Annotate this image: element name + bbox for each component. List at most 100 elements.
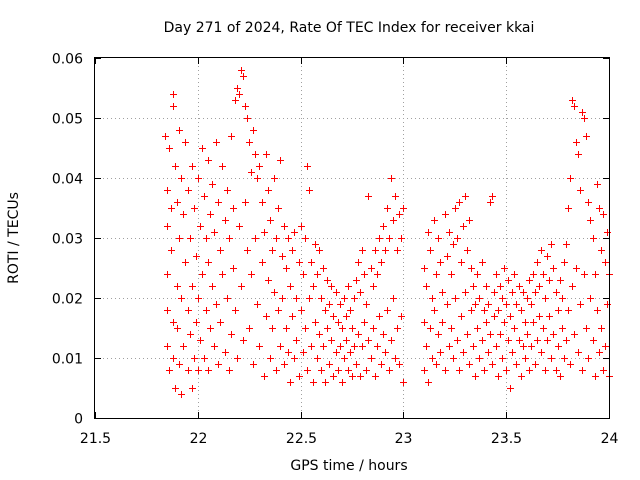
data-point bbox=[555, 307, 562, 314]
data-point bbox=[261, 229, 268, 236]
data-point bbox=[185, 367, 192, 374]
data-point bbox=[363, 367, 370, 374]
x-tick-label: 22 bbox=[190, 431, 208, 447]
data-point bbox=[446, 343, 453, 350]
data-point bbox=[291, 355, 298, 362]
data-point bbox=[590, 337, 597, 344]
data-point bbox=[300, 271, 307, 278]
data-point bbox=[470, 283, 477, 290]
data-point bbox=[302, 325, 309, 332]
data-point bbox=[273, 235, 280, 242]
data-point bbox=[466, 361, 473, 368]
data-point bbox=[567, 361, 574, 368]
data-point bbox=[234, 85, 241, 92]
data-point bbox=[427, 325, 434, 332]
data-point bbox=[600, 367, 607, 374]
data-point bbox=[489, 193, 496, 200]
data-point bbox=[226, 367, 233, 374]
data-point bbox=[368, 265, 375, 272]
data-point bbox=[174, 325, 181, 332]
data-point bbox=[170, 319, 177, 326]
plot-frame bbox=[94, 57, 610, 419]
data-point bbox=[180, 211, 187, 218]
data-point bbox=[349, 325, 356, 332]
data-point bbox=[178, 391, 185, 398]
data-point bbox=[396, 211, 403, 218]
data-point bbox=[458, 259, 465, 266]
x-tick-label: 22.5 bbox=[286, 431, 317, 447]
data-point bbox=[583, 133, 590, 140]
data-point bbox=[228, 133, 235, 140]
data-point bbox=[370, 283, 377, 290]
data-point bbox=[577, 187, 584, 194]
data-point bbox=[205, 259, 212, 266]
data-point bbox=[316, 331, 323, 338]
data-point bbox=[187, 235, 194, 242]
data-point bbox=[166, 145, 173, 152]
data-point bbox=[458, 313, 465, 320]
data-point bbox=[374, 343, 381, 350]
data-point bbox=[476, 295, 483, 302]
data-point bbox=[429, 355, 436, 362]
data-point bbox=[571, 103, 578, 110]
data-point bbox=[524, 295, 531, 302]
data-point bbox=[219, 163, 226, 170]
data-point bbox=[530, 271, 537, 278]
data-point bbox=[164, 223, 171, 230]
data-point bbox=[246, 139, 253, 146]
data-point bbox=[213, 139, 220, 146]
y-tick-label: 0.05 bbox=[52, 112, 83, 128]
data-point bbox=[275, 205, 282, 212]
data-point bbox=[267, 217, 274, 224]
data-point bbox=[495, 373, 502, 380]
data-point bbox=[259, 259, 266, 266]
data-point bbox=[222, 217, 229, 224]
data-point bbox=[495, 307, 502, 314]
data-point bbox=[479, 259, 486, 266]
data-point bbox=[398, 313, 405, 320]
data-point bbox=[355, 259, 362, 266]
data-point bbox=[343, 313, 350, 320]
data-point bbox=[370, 325, 377, 332]
y-tick-label: 0.02 bbox=[52, 292, 83, 308]
data-point bbox=[497, 331, 504, 338]
data-point bbox=[298, 307, 305, 314]
data-point bbox=[324, 277, 331, 284]
data-point bbox=[195, 175, 202, 182]
data-point bbox=[238, 283, 245, 290]
data-point bbox=[516, 337, 523, 344]
data-point bbox=[429, 295, 436, 302]
data-point bbox=[474, 325, 481, 332]
data-point bbox=[361, 271, 368, 278]
data-point bbox=[174, 199, 181, 206]
data-point bbox=[215, 361, 222, 368]
data-point bbox=[277, 157, 284, 164]
data-point bbox=[427, 247, 434, 254]
data-point bbox=[351, 295, 358, 302]
data-point bbox=[287, 283, 294, 290]
data-point bbox=[199, 271, 206, 278]
data-point bbox=[238, 67, 245, 74]
data-point bbox=[242, 103, 249, 110]
data-point bbox=[460, 223, 467, 230]
data-point bbox=[359, 247, 366, 254]
data-point bbox=[592, 373, 599, 380]
y-tick-label: 0.01 bbox=[52, 352, 83, 368]
data-point bbox=[538, 349, 545, 356]
data-point bbox=[302, 235, 309, 242]
data-point bbox=[166, 367, 173, 374]
data-point bbox=[269, 325, 276, 332]
data-point bbox=[326, 301, 333, 308]
data-point bbox=[505, 277, 512, 284]
data-point bbox=[372, 373, 379, 380]
data-point bbox=[501, 265, 508, 272]
data-point bbox=[355, 331, 362, 338]
data-point bbox=[306, 187, 313, 194]
data-point bbox=[254, 301, 261, 308]
data-point bbox=[289, 247, 296, 254]
data-point bbox=[386, 367, 393, 374]
data-point bbox=[357, 373, 364, 380]
data-point bbox=[293, 295, 300, 302]
data-point bbox=[581, 115, 588, 122]
data-point bbox=[491, 289, 498, 296]
